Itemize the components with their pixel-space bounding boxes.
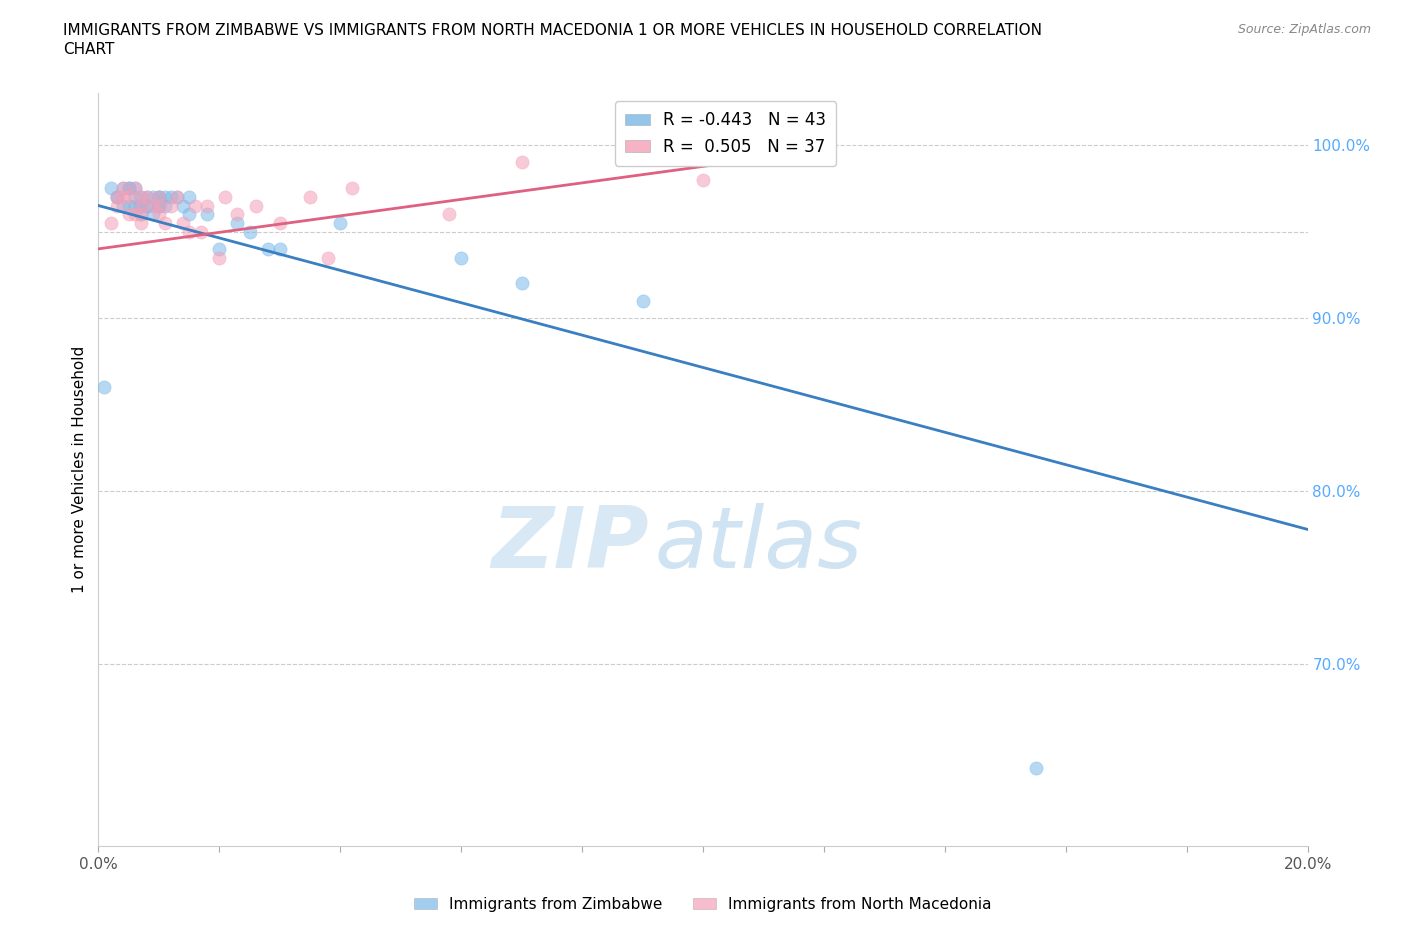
Point (124, 198, 146, 213)
Point (124, 180, 146, 195)
Point (111, 180, 134, 195)
Point (160, 198, 183, 213)
Legend: R = -0.443   N = 43, R =  0.505   N = 37: R = -0.443 N = 43, R = 0.505 N = 37 (614, 101, 837, 166)
Point (342, 180, 364, 195)
Point (142, 206, 165, 221)
Point (93, 380, 115, 395)
Point (105, 190, 128, 205)
Point (129, 206, 152, 221)
Point (148, 190, 170, 205)
Point (226, 216, 249, 231)
Point (329, 216, 352, 231)
Point (153, 190, 176, 205)
Point (118, 190, 141, 205)
Point (692, 172, 714, 187)
Point (239, 224, 262, 239)
Point (111, 190, 134, 205)
Point (299, 190, 322, 205)
Point (105, 190, 128, 205)
Point (172, 216, 194, 231)
Point (195, 206, 218, 221)
Point (148, 190, 170, 205)
Point (129, 198, 152, 213)
Y-axis label: 1 or more Vehicles in Household: 1 or more Vehicles in Household (72, 346, 87, 593)
Point (184, 198, 207, 213)
Text: ZIP: ZIP (491, 503, 648, 587)
Point (172, 198, 194, 213)
Point (190, 224, 212, 239)
Point (256, 242, 278, 257)
Point (111, 180, 134, 195)
Point (129, 206, 152, 221)
Point (142, 198, 165, 213)
Text: IMMIGRANTS FROM ZIMBABWE VS IMMIGRANTS FROM NORTH MACEDONIA 1 OR MORE VEHICLES I: IMMIGRANTS FROM ZIMBABWE VS IMMIGRANTS F… (63, 23, 1042, 38)
Point (195, 198, 218, 213)
Point (135, 198, 157, 213)
Point (437, 206, 460, 221)
Point (135, 190, 157, 205)
Point (510, 276, 533, 291)
Point (100, 216, 122, 231)
Point (142, 190, 165, 205)
Point (148, 190, 170, 205)
Point (208, 250, 231, 265)
Point (118, 206, 141, 221)
Point (510, 154, 533, 169)
Point (148, 198, 170, 213)
Point (316, 250, 339, 265)
Point (166, 190, 188, 205)
Point (160, 190, 183, 205)
Point (631, 293, 654, 308)
Point (226, 206, 249, 221)
Point (179, 190, 201, 205)
Point (148, 206, 170, 221)
Point (124, 206, 146, 221)
Text: atlas: atlas (655, 503, 863, 587)
Point (153, 216, 176, 231)
Point (1024, 761, 1046, 776)
Point (214, 190, 236, 205)
Point (129, 190, 152, 205)
Point (179, 224, 201, 239)
Point (118, 198, 141, 213)
Point (450, 250, 472, 265)
Point (124, 180, 146, 195)
Point (153, 198, 176, 213)
Point (129, 190, 152, 205)
Point (148, 198, 170, 213)
Point (129, 198, 152, 213)
Legend: Immigrants from Zimbabwe, Immigrants from North Macedonia: Immigrants from Zimbabwe, Immigrants fro… (408, 891, 998, 918)
Point (179, 206, 201, 221)
Point (111, 198, 134, 213)
Point (124, 190, 146, 205)
Point (135, 190, 157, 205)
Text: Source: ZipAtlas.com: Source: ZipAtlas.com (1237, 23, 1371, 36)
Point (148, 198, 170, 213)
Point (208, 242, 231, 257)
Point (118, 180, 141, 195)
Point (269, 242, 291, 257)
Point (129, 198, 152, 213)
Point (166, 190, 188, 205)
Point (135, 198, 157, 213)
Point (118, 180, 141, 195)
Point (245, 198, 267, 213)
Text: CHART: CHART (63, 42, 115, 57)
Point (129, 216, 152, 231)
Point (105, 190, 128, 205)
Point (100, 180, 122, 195)
Point (269, 216, 291, 231)
Point (105, 198, 128, 213)
